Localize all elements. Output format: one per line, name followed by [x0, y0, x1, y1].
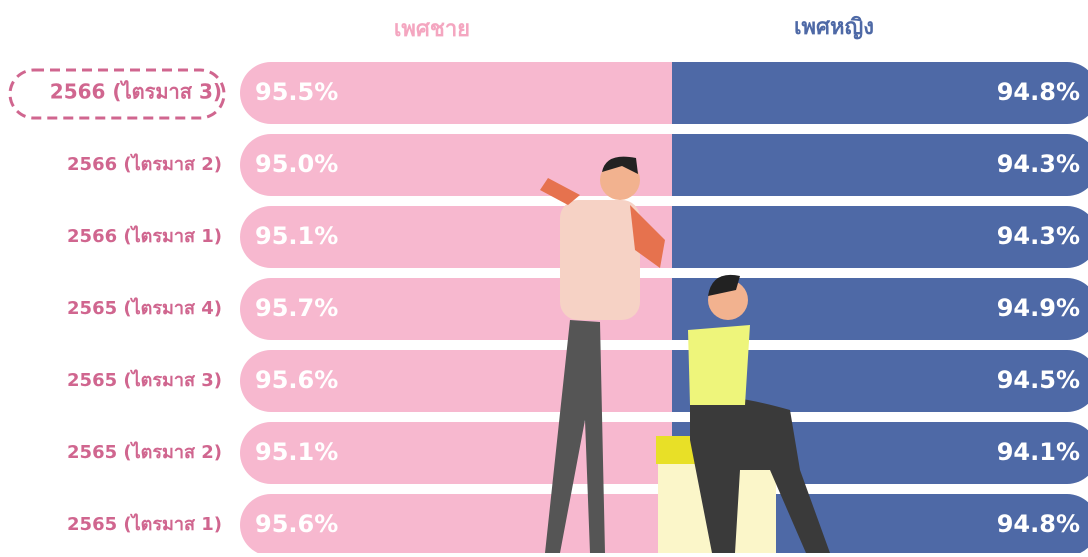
value-label: 95.1% — [255, 438, 338, 466]
bar-right — [672, 134, 1088, 196]
bar-right — [672, 206, 1088, 268]
value-label: 94.8% — [997, 510, 1080, 538]
man-hair — [602, 156, 638, 174]
man-sleeve — [540, 178, 580, 205]
illustration — [540, 156, 830, 553]
value-label: 94.8% — [997, 78, 1080, 106]
woman-hair — [708, 274, 740, 296]
value-label: 94.5% — [997, 366, 1080, 394]
category-label: 2565 (ไตรมาส 4) — [67, 297, 222, 319]
category-label: 2566 (ไตรมาส 3) — [50, 80, 222, 104]
value-label: 95.6% — [255, 510, 338, 538]
category-label: 2566 (ไตรมาส 2) — [67, 153, 222, 175]
bar-left — [240, 62, 672, 124]
man-sleeve — [630, 205, 665, 268]
highlight-frame — [8, 68, 226, 120]
value-label: 94.3% — [997, 222, 1080, 250]
value-label: 94.9% — [997, 294, 1080, 322]
value-label: 94.1% — [997, 438, 1080, 466]
bar-right — [672, 62, 1088, 124]
woman-shirt — [688, 325, 750, 405]
woman-legs — [690, 396, 830, 553]
value-label: 95.0% — [255, 150, 338, 178]
bar-right — [672, 278, 1088, 340]
legend-label: เพศหญิง — [794, 15, 874, 40]
man-legs — [545, 320, 605, 553]
category-label: 2565 (ไตรมาส 3) — [67, 369, 222, 391]
legend-label: เพศชาย — [394, 17, 470, 42]
category-label: 2565 (ไตรมาส 2) — [67, 441, 222, 463]
value-label: 95.7% — [255, 294, 338, 322]
value-label: 95.6% — [255, 366, 338, 394]
category-label: 2565 (ไตรมาส 1) — [67, 513, 222, 535]
bar-right — [672, 350, 1088, 412]
value-label: 95.1% — [255, 222, 338, 250]
value-label: 95.5% — [255, 78, 338, 106]
value-label: 94.3% — [997, 150, 1080, 178]
bar-left — [240, 134, 672, 196]
man-shirt — [560, 200, 640, 320]
category-label: 2566 (ไตรมาส 1) — [67, 225, 222, 247]
